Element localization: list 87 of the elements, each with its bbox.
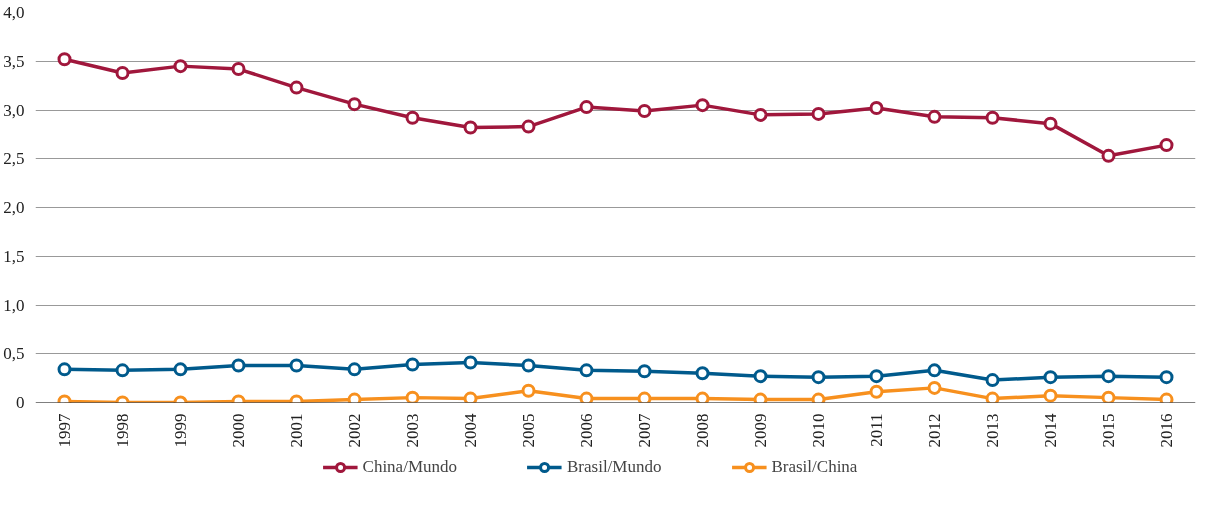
point — [753, 107, 768, 122]
point — [985, 110, 1000, 125]
point — [1043, 388, 1058, 403]
x-tick-label: 2008 — [693, 413, 712, 448]
y-tick-label: 2,0 — [3, 198, 25, 217]
y-tick-label: 1,0 — [3, 295, 25, 315]
point — [231, 358, 246, 373]
x-tick-label: 1999 — [171, 413, 190, 448]
point — [1043, 370, 1058, 385]
point — [579, 100, 594, 115]
point — [521, 119, 536, 134]
point — [521, 358, 536, 373]
point — [463, 391, 478, 403]
point — [869, 384, 884, 399]
point — [869, 369, 884, 384]
point — [347, 97, 362, 112]
x-tick-label: 2001 — [287, 413, 306, 448]
legend-label: Brasil/China — [771, 457, 858, 477]
point — [463, 355, 478, 370]
point — [637, 391, 652, 403]
x-tick-label: 2010 — [809, 413, 828, 448]
point — [637, 103, 652, 118]
point — [985, 373, 1000, 388]
point — [927, 109, 942, 124]
point — [753, 392, 768, 403]
x-tick-label: 2004 — [461, 413, 480, 448]
point — [115, 363, 130, 378]
x-tick-label: 2007 — [635, 413, 654, 448]
y-tick-label: 3,5 — [3, 51, 25, 71]
x-tick-label: 2013 — [983, 413, 1002, 448]
x-tick-label: 2011 — [867, 413, 886, 447]
point — [289, 358, 304, 373]
x-tick-label: 2002 — [345, 413, 364, 448]
point — [753, 369, 768, 384]
y-tick-label: 2,5 — [3, 149, 25, 169]
point — [231, 62, 246, 77]
x-tick-label: 2000 — [229, 413, 248, 448]
point — [1101, 369, 1116, 384]
point — [115, 65, 130, 80]
point — [1159, 138, 1174, 153]
x-tick-label: 2003 — [403, 413, 422, 448]
y-tick-label: 0 — [16, 393, 25, 412]
y-tick-label: 3,0 — [3, 100, 25, 120]
point — [289, 80, 304, 95]
x-tick-label: 2005 — [519, 413, 538, 448]
point — [695, 366, 710, 381]
point — [405, 357, 420, 372]
x-tick-label: 2009 — [751, 413, 770, 448]
x-tick-label: 1997 — [55, 413, 74, 448]
point — [57, 362, 72, 377]
point — [347, 362, 362, 377]
x-tick-label: 2014 — [1041, 413, 1060, 448]
legend-label: China/Mundo — [362, 457, 458, 477]
point — [57, 52, 72, 67]
point — [1101, 390, 1116, 403]
point — [927, 380, 942, 395]
point — [811, 392, 826, 403]
point — [347, 392, 362, 403]
y-tick-label: 1,5 — [3, 246, 25, 266]
point — [405, 110, 420, 125]
x-tick-label: 2006 — [577, 413, 596, 448]
x-tick-label: 2016 — [1157, 413, 1176, 448]
point — [1101, 148, 1116, 163]
point — [695, 391, 710, 403]
point — [173, 362, 188, 377]
point — [811, 370, 826, 385]
y-tick-label: 4,0 — [3, 3, 25, 22]
y-tick-label: 0,5 — [3, 344, 25, 364]
point — [869, 101, 884, 116]
point — [405, 390, 420, 403]
point — [579, 391, 594, 403]
point — [637, 364, 652, 379]
x-tick-label: 1998 — [113, 413, 132, 448]
x-tick-label: 2015 — [1099, 413, 1118, 448]
point — [579, 363, 594, 378]
point — [1043, 116, 1058, 131]
point — [463, 120, 478, 135]
point — [985, 391, 1000, 403]
legend-label: Brasil/Mundo — [567, 457, 662, 477]
point — [1159, 392, 1174, 403]
x-tick-label: 2012 — [925, 413, 944, 448]
point — [521, 383, 536, 398]
point — [927, 363, 942, 378]
point — [695, 98, 710, 113]
point — [173, 59, 188, 74]
point — [811, 106, 826, 121]
point — [1159, 370, 1174, 385]
